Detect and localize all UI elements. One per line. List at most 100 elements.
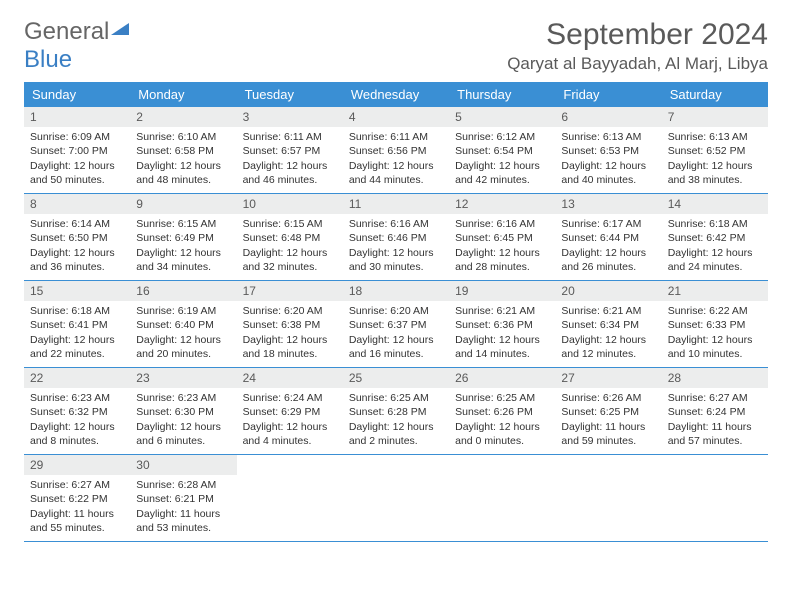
day-cell: 20Sunrise: 6:21 AMSunset: 6:34 PMDayligh… [555,281,661,367]
day-cell: 4Sunrise: 6:11 AMSunset: 6:56 PMDaylight… [343,107,449,193]
sunrise-line: Sunrise: 6:11 AM [349,130,443,144]
sunset-line: Sunset: 7:00 PM [30,144,124,158]
day-cell: . [237,455,343,541]
daylight-line: Daylight: 12 hours and 12 minutes. [561,333,655,361]
sunset-line: Sunset: 6:40 PM [136,318,230,332]
day-cell: 8Sunrise: 6:14 AMSunset: 6:50 PMDaylight… [24,194,130,280]
day-body: Sunrise: 6:13 AMSunset: 6:53 PMDaylight:… [555,127,661,193]
day-number: 25 [343,368,449,388]
day-body: Sunrise: 6:17 AMSunset: 6:44 PMDaylight:… [555,214,661,280]
day-number: 5 [449,107,555,127]
daylight-line: Daylight: 12 hours and 30 minutes. [349,246,443,274]
day-cell: 26Sunrise: 6:25 AMSunset: 6:26 PMDayligh… [449,368,555,454]
sunrise-line: Sunrise: 6:19 AM [136,304,230,318]
day-body: Sunrise: 6:18 AMSunset: 6:41 PMDaylight:… [24,301,130,367]
sunrise-line: Sunrise: 6:22 AM [668,304,762,318]
logo-word2: Blue [24,46,72,73]
day-cell: 10Sunrise: 6:15 AMSunset: 6:48 PMDayligh… [237,194,343,280]
day-number: 23 [130,368,236,388]
day-body: Sunrise: 6:15 AMSunset: 6:49 PMDaylight:… [130,214,236,280]
daylight-line: Daylight: 12 hours and 22 minutes. [30,333,124,361]
day-number: 4 [343,107,449,127]
daylight-line: Daylight: 12 hours and 4 minutes. [243,420,337,448]
sunrise-line: Sunrise: 6:11 AM [243,130,337,144]
day-body: Sunrise: 6:20 AMSunset: 6:38 PMDaylight:… [237,301,343,367]
dayname: Friday [555,82,661,107]
daylight-line: Daylight: 12 hours and 38 minutes. [668,159,762,187]
sunrise-line: Sunrise: 6:26 AM [561,391,655,405]
day-cell: 30Sunrise: 6:28 AMSunset: 6:21 PMDayligh… [130,455,236,541]
day-number: 8 [24,194,130,214]
sunrise-line: Sunrise: 6:18 AM [30,304,124,318]
day-number: 11 [343,194,449,214]
day-cell: 16 Sunrise: 6:19 AMSunset: 6:40 PMDayligh… [130,281,236,367]
week-row: 29Sunrise: 6:27 AMSunset: 6:22 PMDayligh… [24,455,768,542]
sunrise-line: Sunrise: 6:12 AM [455,130,549,144]
dayname: Sunday [24,82,130,107]
day-cell: 22Sunrise: 6:23 AMSunset: 6:32 PMDayligh… [24,368,130,454]
sunset-line: Sunset: 6:32 PM [30,405,124,419]
day-body: Sunrise: 6:23 AMSunset: 6:30 PMDaylight:… [130,388,236,454]
daylight-line: Daylight: 12 hours and 10 minutes. [668,333,762,361]
week-row: 15Sunrise: 6:18 AMSunset: 6:41 PMDayligh… [24,281,768,368]
daylight-line: Daylight: 12 hours and 20 minutes. [136,333,230,361]
sunrise-line: Sunrise: 6:15 AM [243,217,337,231]
sunset-line: Sunset: 6:25 PM [561,405,655,419]
day-body: Sunrise: 6:22 AMSunset: 6:33 PMDaylight:… [662,301,768,367]
day-number: 3 [237,107,343,127]
day-number: 12 [449,194,555,214]
sunset-line: Sunset: 6:34 PM [561,318,655,332]
logo: General Blue [24,18,131,74]
day-cell: 6Sunrise: 6:13 AMSunset: 6:53 PMDaylight… [555,107,661,193]
sunset-line: Sunset: 6:42 PM [668,231,762,245]
sunrise-line: Sunrise: 6:27 AM [30,478,124,492]
day-number: 16 [130,281,236,301]
day-number: 26 [449,368,555,388]
daylight-line: Daylight: 12 hours and 18 minutes. [243,333,337,361]
sunrise-line: Sunrise: 6:10 AM [136,130,230,144]
daylight-line: Daylight: 12 hours and 14 minutes. [455,333,549,361]
day-cell: 5Sunrise: 6:12 AMSunset: 6:54 PMDaylight… [449,107,555,193]
day-body: Sunrise: 6:15 AMSunset: 6:48 PMDaylight:… [237,214,343,280]
daylight-line: Daylight: 12 hours and 2 minutes. [349,420,443,448]
sunset-line: Sunset: 6:21 PM [136,492,230,506]
sunset-line: Sunset: 6:56 PM [349,144,443,158]
day-number: 13 [555,194,661,214]
day-number: 30 [130,455,236,475]
sunset-line: Sunset: 6:57 PM [243,144,337,158]
sunrise-line: Sunrise: 6:21 AM [561,304,655,318]
day-body: Sunrise: 6:21 AMSunset: 6:34 PMDaylight:… [555,301,661,367]
day-cell: 13Sunrise: 6:17 AMSunset: 6:44 PMDayligh… [555,194,661,280]
daylight-line: Daylight: 12 hours and 48 minutes. [136,159,230,187]
sunrise-line: Sunrise: 6:14 AM [30,217,124,231]
day-body: Sunrise: 6:26 AMSunset: 6:25 PMDaylight:… [555,388,661,454]
week-row: 8Sunrise: 6:14 AMSunset: 6:50 PMDaylight… [24,194,768,281]
day-number: 27 [555,368,661,388]
daylight-line: Daylight: 12 hours and 26 minutes. [561,246,655,274]
daylight-line: Daylight: 12 hours and 34 minutes. [136,246,230,274]
day-cell: 3Sunrise: 6:11 AMSunset: 6:57 PMDaylight… [237,107,343,193]
day-body: Sunrise: 6:11 AMSunset: 6:56 PMDaylight:… [343,127,449,193]
sunrise-line: Sunrise: 6:17 AM [561,217,655,231]
sunrise-line: Sunrise: 6:25 AM [455,391,549,405]
sunrise-line: Sunrise: 6:24 AM [243,391,337,405]
day-cell: 1Sunrise: 6:09 AMSunset: 7:00 PMDaylight… [24,107,130,193]
daylight-line: Daylight: 12 hours and 6 minutes. [136,420,230,448]
dayname: Monday [130,82,236,107]
dayname-row: SundayMondayTuesdayWednesdayThursdayFrid… [24,82,768,107]
day-body: Sunrise: 6:11 AMSunset: 6:57 PMDaylight:… [237,127,343,193]
sunrise-line: Sunrise: 6:23 AM [30,391,124,405]
sunrise-line: Sunrise: 6:28 AM [136,478,230,492]
day-cell: . [449,455,555,541]
day-body: Sunrise: 6:25 AMSunset: 6:28 PMDaylight:… [343,388,449,454]
day-cell: 23Sunrise: 6:23 AMSunset: 6:30 PMDayligh… [130,368,236,454]
day-body: Sunrise: 6:14 AMSunset: 6:50 PMDaylight:… [24,214,130,280]
sunset-line: Sunset: 6:28 PM [349,405,443,419]
day-cell: 15Sunrise: 6:18 AMSunset: 6:41 PMDayligh… [24,281,130,367]
sunrise-line: Sunrise: 6:15 AM [136,217,230,231]
day-body: Sunrise: 6:13 AMSunset: 6:52 PMDaylight:… [662,127,768,193]
day-body: Sunrise: 6:24 AMSunset: 6:29 PMDaylight:… [237,388,343,454]
day-number: 21 [662,281,768,301]
sunrise-line: Sunrise: 6:16 AM [455,217,549,231]
day-number: 7 [662,107,768,127]
